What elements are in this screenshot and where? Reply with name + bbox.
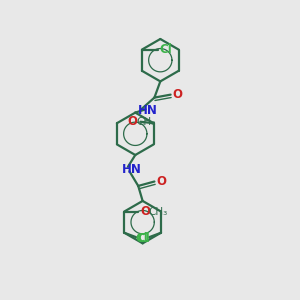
Text: O: O [140, 205, 151, 218]
Text: Cl: Cl [135, 232, 148, 245]
Text: Cl: Cl [137, 232, 150, 245]
Text: HN: HN [138, 104, 158, 117]
Text: O: O [172, 88, 182, 101]
Text: CH₃: CH₃ [149, 206, 168, 217]
Text: O: O [156, 175, 166, 188]
Text: Cl: Cl [160, 43, 172, 56]
Text: CH₃: CH₃ [136, 117, 155, 127]
Text: HN: HN [122, 163, 142, 176]
Text: O: O [128, 115, 137, 128]
